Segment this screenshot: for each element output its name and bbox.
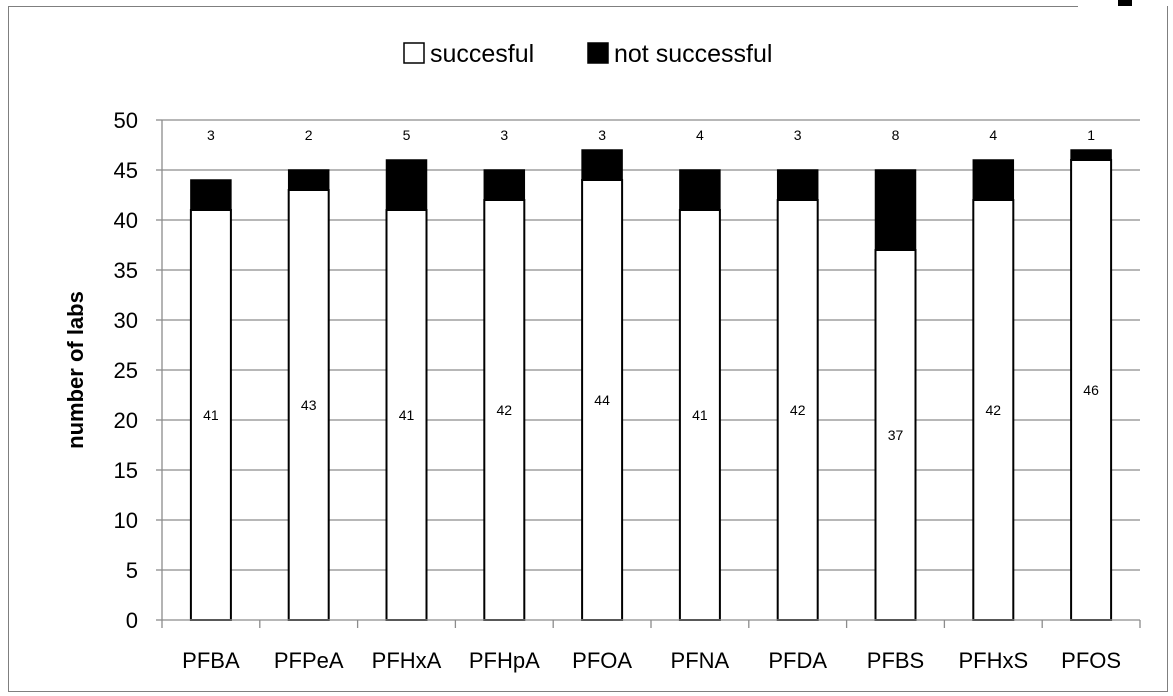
data-label-succesful-pfpea: 43 (301, 397, 317, 413)
bar-not-successful-pfoa (581, 149, 623, 181)
data-label-bg-succesful-pfba (197, 405, 224, 425)
legend-swatch-not-successful (587, 42, 609, 64)
data-label-not-successful-pfpea: 2 (305, 127, 313, 143)
y-tick-label-5: 5 (126, 558, 138, 583)
data-label-bg-succesful-pfbs (882, 425, 909, 445)
bar-not-successful-pfbs (874, 169, 917, 251)
data-label-bg-succesful-pfna (686, 405, 713, 425)
x-tick-label-pfoa: PFOA (572, 648, 632, 673)
data-label-succesful-pfoa: 44 (594, 392, 610, 408)
data-label-succesful-pfos: 46 (1083, 382, 1099, 398)
y-tick-label-30: 30 (114, 308, 138, 333)
x-tick-label-pfna: PFNA (671, 648, 730, 673)
data-label-not-successful-pfhxa: 5 (403, 127, 411, 143)
data-label-bg-not-successful-pfbs (883, 126, 908, 146)
x-tick-label-pfhxa: PFHxA (372, 648, 442, 673)
y-tick-label-0: 0 (126, 608, 138, 633)
bars-group: 41 3 43 2 41 5 42 3 44 3 41 4 42 3 37 8 42 4 46 1 (189, 126, 1113, 621)
y-tick-label-35: 35 (114, 258, 138, 283)
chart-frame (8, 6, 1168, 692)
legend-swatch-succesful (403, 42, 425, 64)
data-label-succesful-pfbs: 37 (888, 427, 904, 443)
data-label-bg-not-successful-pfos (1079, 126, 1104, 146)
data-label-succesful-pfhxa: 41 (399, 407, 415, 423)
data-label-succesful-pfhpa: 42 (497, 402, 513, 418)
bar-not-successful-pfpea (287, 169, 330, 191)
data-label-bg-succesful-pfos (1078, 380, 1105, 400)
x-tick-label-pfda: PFDA (768, 648, 827, 673)
cropped-title-fragment (1118, 0, 1132, 6)
data-label-succesful-pfhxs: 42 (986, 402, 1002, 418)
y-tick-label-50: 50 (114, 108, 138, 133)
x-tick-label-pfhxs: PFHxS (958, 648, 1028, 673)
y-tick-label-45: 45 (114, 158, 138, 183)
data-label-bg-not-successful-pfba (198, 126, 223, 146)
y-axis-label: number of labs (63, 291, 88, 449)
data-label-not-successful-pfna: 4 (696, 127, 704, 143)
data-label-bg-succesful-pfda (784, 400, 811, 420)
data-label-not-successful-pfhpa: 3 (500, 127, 508, 143)
data-label-not-successful-pfhxs: 4 (989, 127, 997, 143)
x-tick-label-pfba: PFBA (182, 648, 240, 673)
legend-label-succesful: succesful (430, 40, 534, 68)
data-label-bg-not-successful-pfhpa (492, 126, 517, 146)
data-label-bg-succesful-pfoa (589, 390, 616, 410)
data-label-succesful-pfda: 42 (790, 402, 806, 418)
data-label-not-successful-pfoa: 3 (598, 127, 606, 143)
y-tick-label-20: 20 (114, 408, 138, 433)
data-label-bg-succesful-pfhxs (980, 400, 1007, 420)
data-label-bg-not-successful-pfna (687, 126, 712, 146)
data-label-not-successful-pfos: 1 (1087, 127, 1095, 143)
bar-not-successful-pfos (1070, 149, 1112, 161)
data-label-succesful-pfna: 41 (692, 407, 708, 423)
y-tick-label-15: 15 (114, 458, 138, 483)
bar-not-successful-pfna (679, 169, 721, 211)
data-label-bg-succesful-pfpea (295, 395, 322, 415)
legend-label-not-successful: not successful (614, 40, 772, 68)
y-tick-label-25: 25 (114, 358, 138, 383)
data-label-not-successful-pfbs: 8 (892, 127, 900, 143)
bar-not-successful-pfba (190, 179, 232, 211)
x-tick-label-pfos: PFOS (1061, 648, 1121, 673)
legend: succesful not successful (403, 40, 772, 68)
y-tick-label-10: 10 (114, 508, 138, 533)
bar-not-successful-pfhxs (972, 159, 1015, 201)
x-tick-label-pfbs: PFBS (867, 648, 924, 673)
data-label-not-successful-pfda: 3 (794, 127, 802, 143)
data-label-bg-not-successful-pfda (785, 126, 810, 146)
chart-top-border (8, 6, 1078, 7)
data-label-bg-not-successful-pfpea (296, 126, 321, 146)
bar-not-successful-pfda (776, 169, 819, 201)
data-label-bg-succesful-pfhpa (491, 400, 518, 420)
x-tick-label-pfhpa: PFHpA (469, 648, 540, 673)
data-label-succesful-pfba: 41 (203, 407, 219, 423)
bar-not-successful-pfhxa (385, 159, 428, 211)
x-tick-label-pfpea: PFPeA (274, 648, 344, 673)
data-label-not-successful-pfba: 3 (207, 127, 215, 143)
y-tick-label-40: 40 (114, 208, 138, 233)
bar-not-successful-pfhpa (483, 169, 526, 201)
data-label-bg-not-successful-pfhxs (981, 126, 1006, 146)
data-label-bg-not-successful-pfhxa (394, 126, 419, 146)
data-label-bg-succesful-pfhxa (393, 405, 420, 425)
data-label-bg-not-successful-pfoa (590, 126, 615, 146)
